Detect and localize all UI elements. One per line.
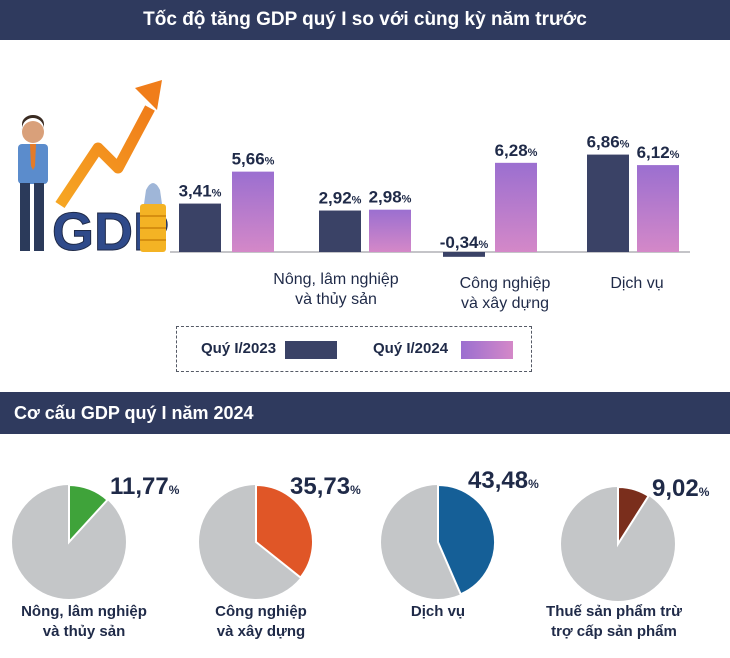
page-title: Tốc độ tăng GDP quý I so với cùng kỳ năm… (143, 9, 587, 30)
bar-value-label: 6,28% (495, 141, 538, 160)
bar-value-label: 2,92% (319, 189, 362, 208)
category-label-agriculture: Nông, lâm nghiệp và thủy sản (256, 270, 416, 310)
category-label-text: Nông, lâm nghiệp và thủy sản (273, 271, 399, 308)
category-label-text: Dịch vụ (610, 275, 664, 292)
bar (319, 210, 361, 252)
person-head-icon (22, 121, 44, 143)
legend: Quý I/2023 Quý I/2024 (176, 326, 532, 372)
section-header-bar: Cơ cấu GDP quý I năm 2024 (0, 392, 730, 434)
pie-label-tax: Thuế sản phẩm trừ trợ cấp sản phẩm (546, 603, 682, 640)
bar (495, 162, 537, 252)
bar-value-label: 3,41% (179, 182, 222, 201)
bar-chart: GDP 3,41% 2,92% -0,34% 6,86% 5,66% 2,98% 6,28%… (18, 80, 690, 263)
bar (587, 154, 629, 252)
category-label-text: Công nghiệp và xây dựng (459, 275, 551, 312)
pie-value-label: 35,73% (290, 473, 361, 500)
bar-value-label: -0,34% (440, 233, 489, 252)
pie-label-agriculture: Nông, lâm nghiệp và thủy sản (21, 603, 147, 640)
category-label-industry: Công nghiệp và xây dựng (425, 274, 585, 314)
legend-label-2024: Quý I/2024 (373, 340, 449, 357)
legend-swatch-2024 (461, 341, 513, 359)
pie-slice (255, 483, 314, 579)
coin-stack-icon (140, 183, 166, 252)
bar-value-label: 2,98% (369, 188, 412, 207)
bar-value-label: 5,66% (232, 150, 275, 169)
bar (232, 171, 274, 252)
bar-value-label: 6,12% (637, 143, 680, 162)
bar-value-label: 6,86% (587, 133, 630, 152)
pie-slice (437, 483, 496, 596)
bar (637, 165, 679, 252)
legend-label-2023: Quý I/2023 (201, 340, 277, 357)
header-bar: Tốc độ tăng GDP quý I so với cùng kỳ năm… (0, 0, 730, 40)
bar (179, 203, 221, 252)
pie-slice (617, 485, 650, 548)
pie-value-label: 11,77% (110, 473, 180, 500)
growth-arrow-icon (55, 105, 155, 209)
arrow-head-icon (135, 80, 162, 110)
bar (369, 209, 411, 252)
bar (443, 252, 485, 257)
pie-value-label: 43,48% (468, 467, 539, 494)
pie-charts: 11,77% 35,73% 43,48% 9,02% (12, 467, 710, 601)
pie-label-services: Dịch vụ (410, 603, 466, 620)
gdp-illustration: GDP (18, 80, 170, 263)
pie-slice (68, 483, 109, 545)
section-title: Cơ cấu GDP quý I năm 2024 (14, 403, 254, 423)
pie-label-industry: Công nghiệp và xây dựng (215, 603, 307, 640)
pie-value-label: 9,02% (652, 475, 710, 502)
legend-swatch-2023 (285, 341, 337, 359)
category-label-services: Dịch vụ (557, 274, 717, 294)
